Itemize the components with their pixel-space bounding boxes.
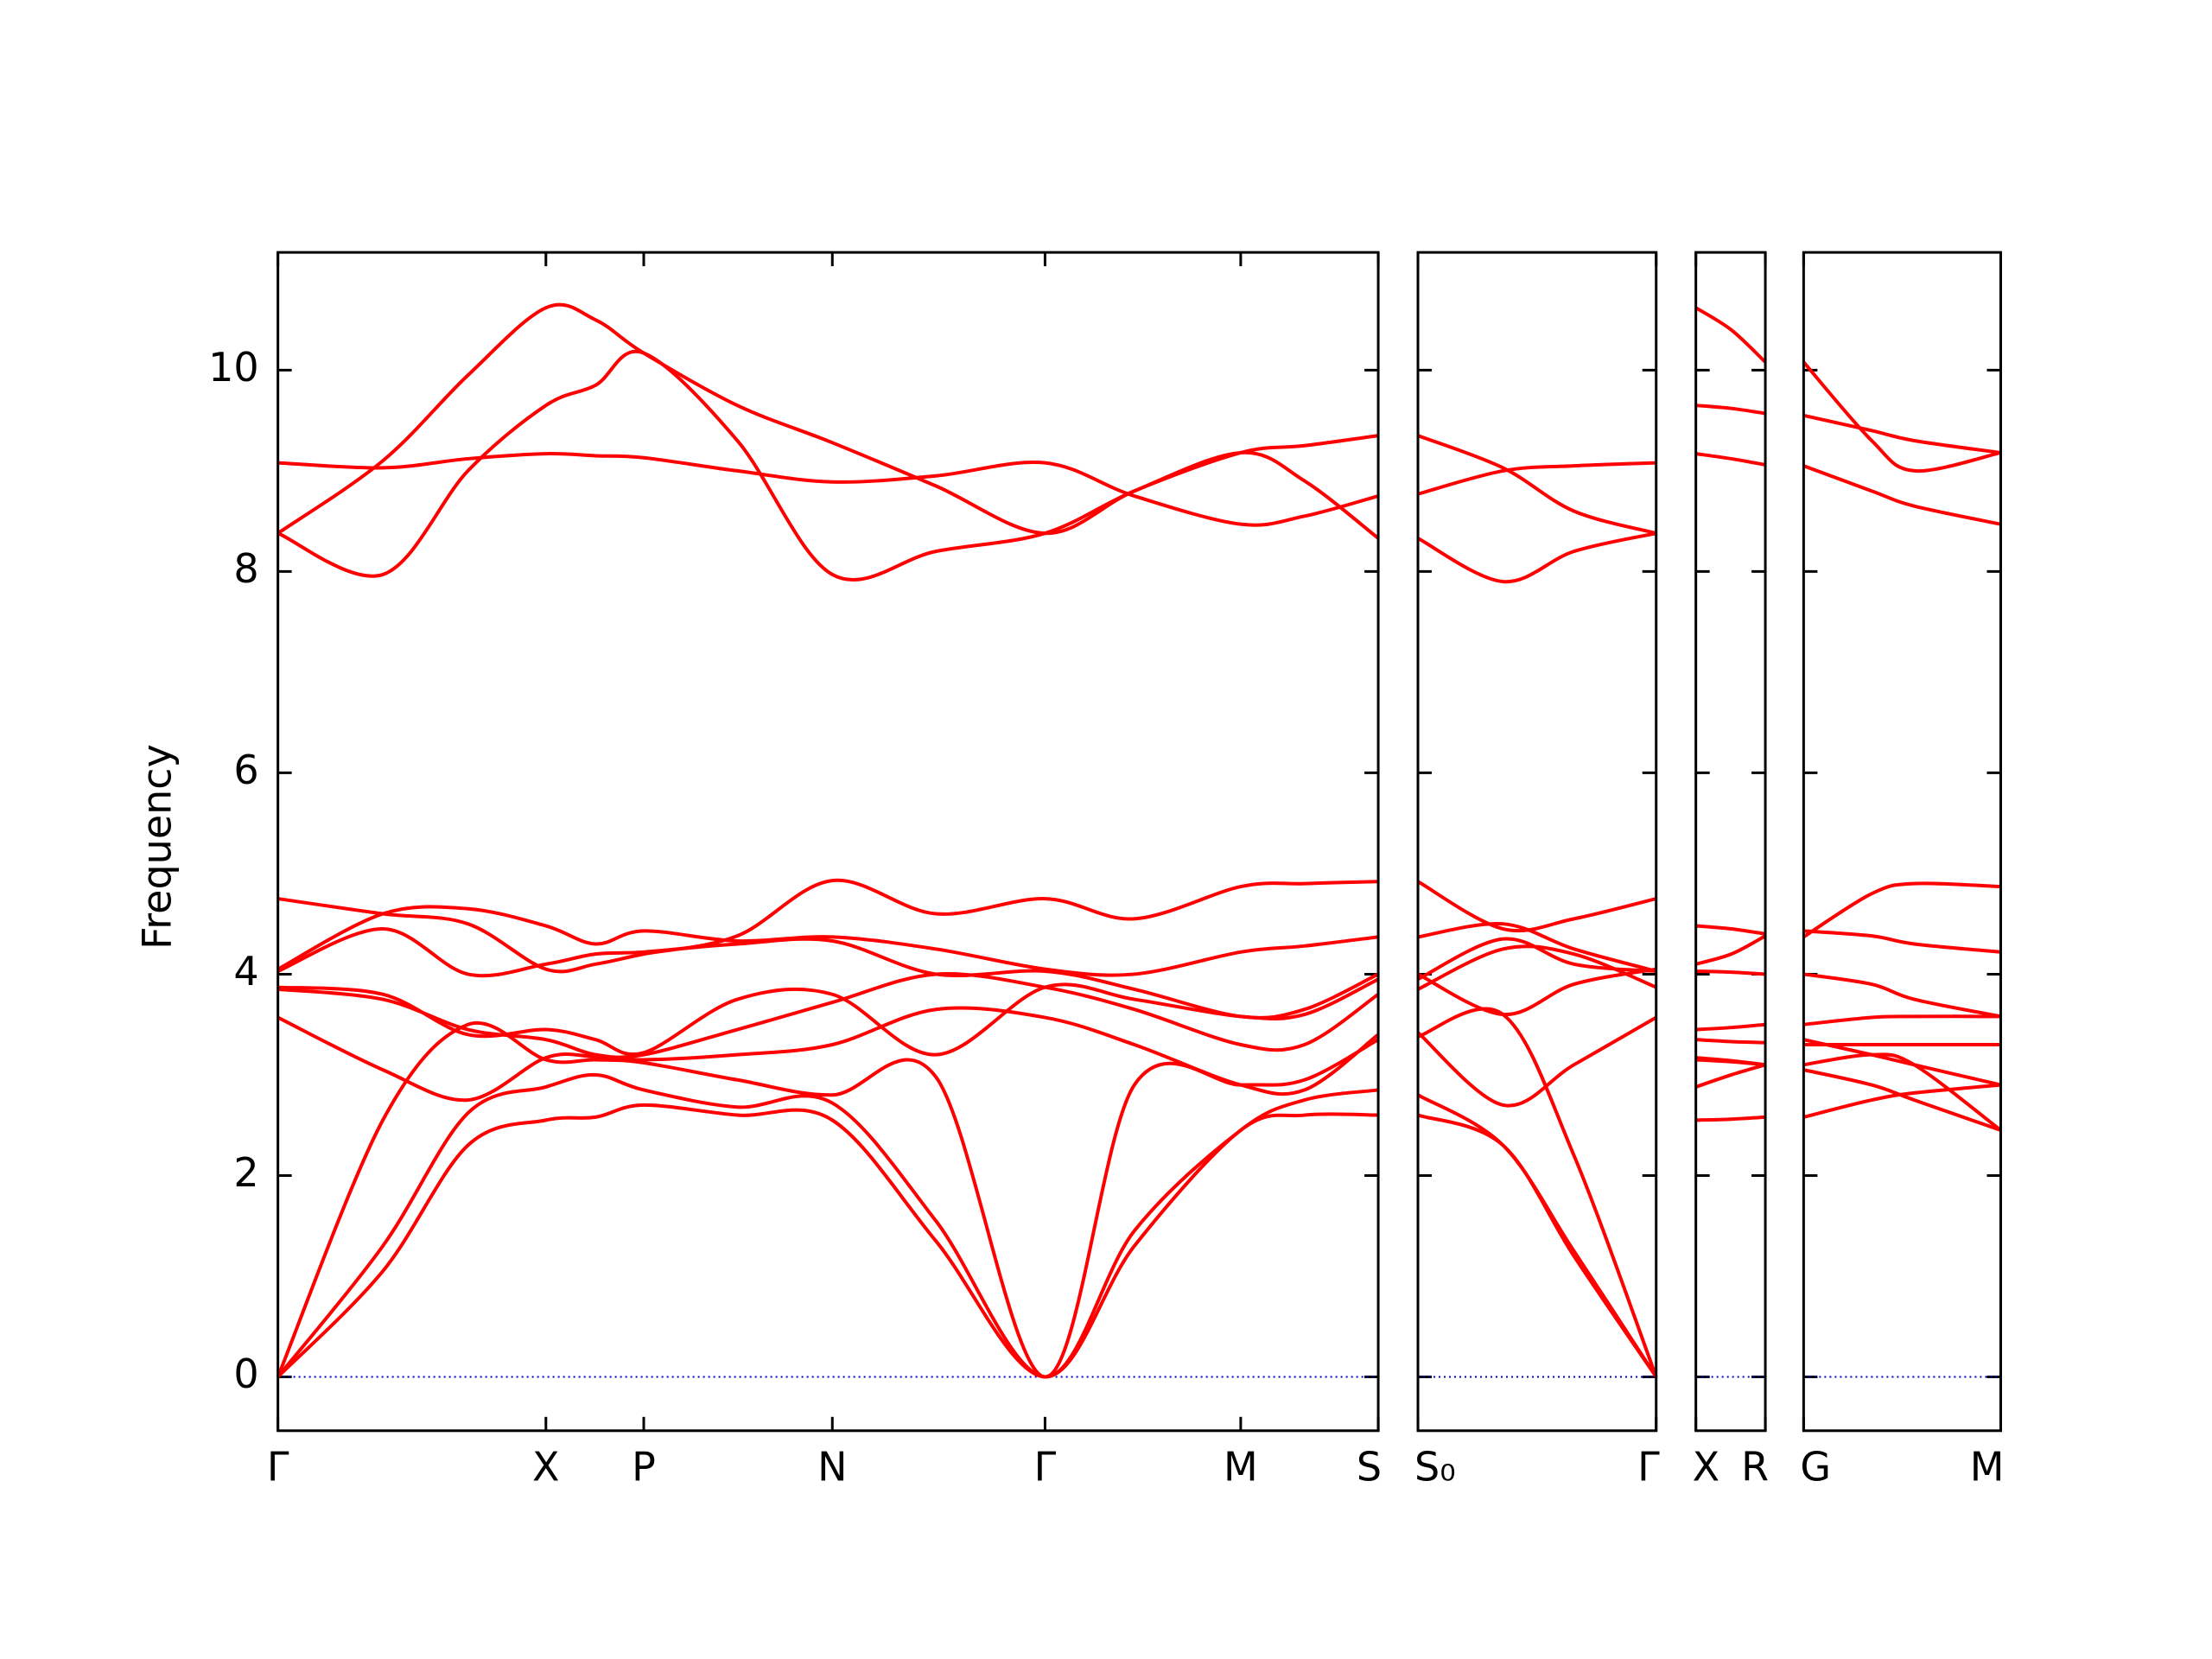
band-line: [1802, 1068, 2002, 1132]
band-line: [1417, 967, 1657, 1017]
band-line: [1695, 969, 1766, 976]
y-tick-label: 4: [233, 948, 258, 995]
y-tick-label: 2: [233, 1149, 258, 1196]
band-line: [1417, 880, 1657, 933]
y-tick-label: 0: [233, 1351, 258, 1397]
x-tick-label: G: [1800, 1443, 1831, 1490]
band-line: [276, 1020, 1380, 1379]
x-tick-label: Γ: [267, 1443, 289, 1490]
band-line: [1417, 461, 1656, 496]
x-tick-label: X: [532, 1443, 560, 1490]
band-line: [1694, 306, 1767, 364]
band-line: [1802, 360, 2001, 474]
y-tick-label: 10: [208, 344, 259, 391]
x-tick-label: Γ: [1637, 1443, 1660, 1490]
x-tick-label: P: [632, 1443, 656, 1490]
band-line: [276, 1006, 1380, 1103]
band-line: [1802, 413, 2001, 454]
band-line: [276, 1103, 1379, 1379]
band-line: [276, 1072, 1379, 1379]
band-line: [276, 349, 1380, 582]
plot-frame: [276, 251, 1380, 1433]
y-tick-label: 8: [233, 545, 258, 592]
band-line: [1802, 1083, 2001, 1119]
band-line: [1803, 1052, 2002, 1132]
band-line: [1695, 924, 1766, 936]
band-line: [1417, 434, 1657, 536]
band-line: [1802, 464, 2001, 526]
x-tick-label: S₀: [1414, 1443, 1456, 1490]
band-line: [1417, 1113, 1658, 1378]
x-tick-label: X: [1693, 1443, 1720, 1490]
band-line: [1695, 1056, 1766, 1067]
band-line: [1695, 404, 1766, 416]
band-line: [1416, 1015, 1657, 1108]
band-line: [1803, 972, 2001, 1019]
band-line: [1802, 881, 2001, 939]
band-line: [277, 878, 1379, 974]
x-tick-label: N: [817, 1443, 847, 1490]
band-line: [1417, 921, 1657, 973]
x-tick-label: M: [1970, 1443, 2005, 1490]
x-tick-label: Γ: [1034, 1443, 1057, 1490]
band-line: [1417, 937, 1656, 982]
band-line: [1417, 1007, 1658, 1378]
band-line: [277, 977, 1379, 1057]
band-line: [1695, 452, 1766, 467]
x-tick-label: S: [1357, 1443, 1382, 1490]
plot-frame: [1802, 251, 2002, 1433]
x-tick-label: M: [1224, 1443, 1258, 1490]
band-line: [277, 971, 1380, 1059]
y-tick-label: 6: [233, 747, 258, 793]
band-line: [276, 302, 1379, 536]
plot-frame: [1416, 251, 1658, 1433]
band-line: [1802, 1038, 2001, 1087]
band-line: [1417, 531, 1657, 584]
band-line: [1803, 929, 2001, 954]
band-line: [1695, 1063, 1766, 1089]
band-line: [1695, 1038, 1766, 1045]
band-line: [1695, 1115, 1766, 1122]
x-tick-label: R: [1741, 1443, 1769, 1490]
band-line: [1695, 934, 1767, 966]
band-line: [1695, 1022, 1766, 1032]
y-axis-label: Frequency: [134, 744, 181, 950]
band-line: [1417, 1093, 1658, 1378]
band-line: [1803, 1014, 2001, 1027]
band-line: [276, 905, 1379, 977]
band-line: [277, 452, 1379, 527]
plot-frame: [1694, 251, 1767, 1433]
